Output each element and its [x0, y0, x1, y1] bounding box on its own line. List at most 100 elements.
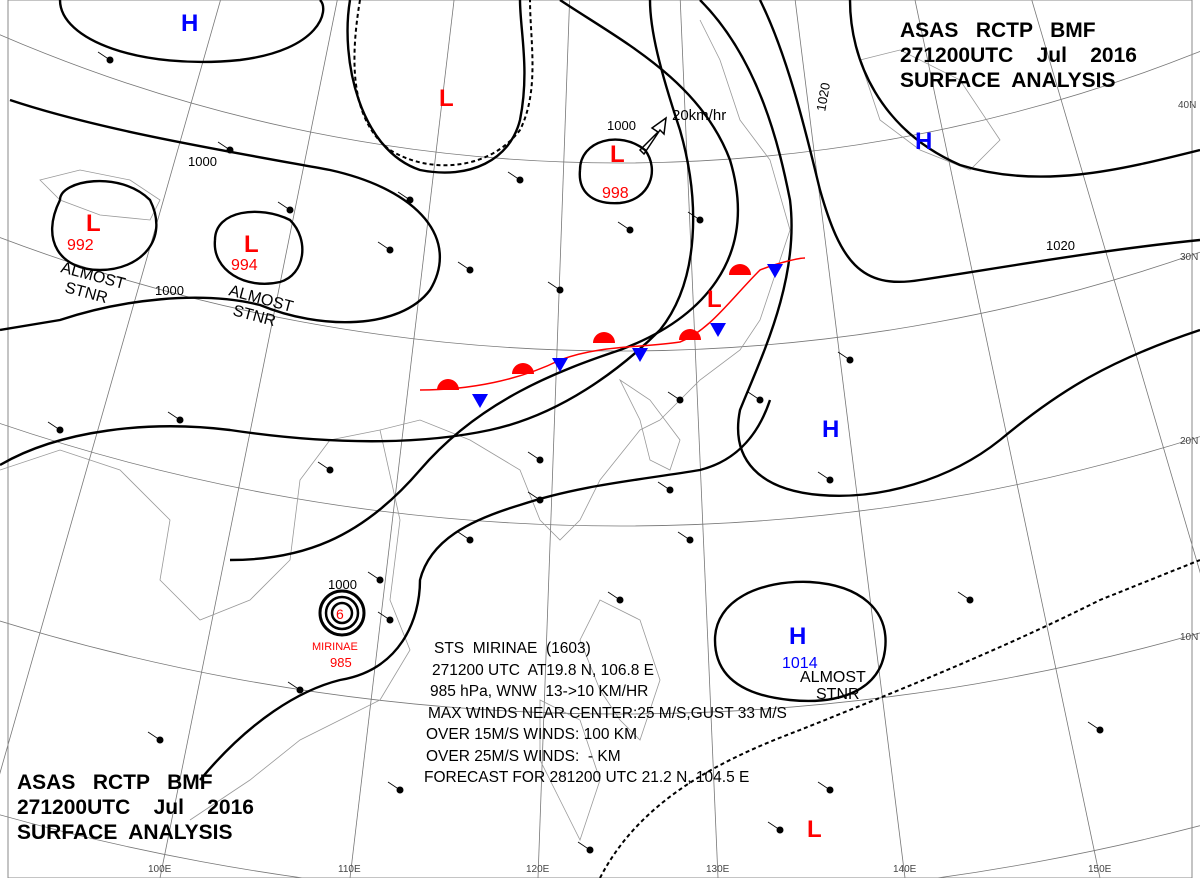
- coastline: [0, 419, 661, 621]
- isobar: [58, 0, 325, 64]
- wind-barb-icon: [767, 821, 781, 831]
- header-top-right: ASAS RCTP BMF 271200UTC Jul 2016 SURFACE A…: [900, 18, 1137, 93]
- isobar: [848, 0, 1200, 178]
- isobar-label: 1000: [155, 283, 184, 298]
- longitude-line: [537, 0, 571, 878]
- coastline: [189, 429, 411, 821]
- wind-barb-icon: [817, 471, 831, 481]
- warm-front-symbol: [679, 329, 701, 340]
- latitude-label: 20N: [1180, 436, 1198, 447]
- bulletin-line: MAX WINDS NEAR CENTER:25 M/S,GUST 33 M/S: [428, 704, 787, 722]
- wind-barb-icon: [667, 391, 681, 401]
- center-pressure-value: 1014: [782, 655, 818, 672]
- isobar-label: 1020: [813, 81, 833, 112]
- bulletin-line: 271200 UTC AT19.8 N, 106.8 E: [432, 661, 655, 679]
- bulletin-line: STS MIRINAE (1603): [434, 640, 591, 657]
- isobar-label: 1000: [607, 118, 636, 133]
- warm-front-symbol: [512, 363, 534, 374]
- wind-barb-icon: [287, 681, 301, 691]
- typhoon-name: MIRINAE: [312, 641, 358, 653]
- typhoon-isobar: [330, 601, 354, 625]
- longitude-line: [0, 0, 221, 775]
- wind-barb-icon: [527, 491, 541, 501]
- bulletin-line: OVER 25M/S WINDS: - KM: [426, 747, 621, 765]
- isobar-label: 1020: [1046, 238, 1075, 253]
- wind-barb-icon: [617, 221, 631, 231]
- low-pressure-center: L: [707, 286, 722, 313]
- wind-barb-icon: [147, 731, 161, 741]
- wind-barb-icon: [457, 531, 471, 541]
- wind-barb-icon: [217, 141, 231, 151]
- typhoon-isobar: [318, 589, 366, 637]
- high-pressure-center: H: [822, 416, 839, 443]
- center-pressure-value: 994: [231, 257, 258, 274]
- wind-barb-icon: [317, 461, 331, 471]
- wind-barb-icon: [547, 281, 561, 291]
- map-border: [7, 0, 1193, 878]
- isobar: [199, 399, 772, 781]
- isobar: [0, 0, 695, 467]
- coastline: [539, 699, 601, 842]
- wind-barb-icon: [167, 411, 181, 421]
- header-line: ASAS RCTP BMF: [900, 19, 1096, 42]
- low-pressure-center: L: [439, 85, 454, 112]
- bulletin-line: 985 hPa, WNW 13->10 KM/HR: [430, 683, 649, 700]
- isobar-label: 1000: [188, 154, 217, 169]
- movement-note: ALMOST: [800, 669, 866, 686]
- dashed-isobar: [599, 559, 1200, 878]
- high-pressure-center: H: [789, 623, 806, 650]
- bulletin-line: OVER 15M/S WINDS: 100 KM: [426, 726, 638, 743]
- center-pressure-value: 992: [67, 237, 94, 254]
- typhoon-isobar-label: 1000: [328, 577, 357, 592]
- latitude-label: 40N: [1178, 100, 1196, 111]
- longitude-line: [914, 0, 1101, 878]
- low-pressure-center: L: [807, 816, 822, 843]
- longitude-label: 130E: [706, 864, 730, 875]
- header-line: SURFACE ANALYSIS: [17, 821, 233, 844]
- wind-barb-icon: [387, 781, 401, 791]
- wind-barb-icon: [957, 591, 971, 601]
- typhoon-pressure: 985: [330, 655, 352, 670]
- isobar: [346, 0, 526, 174]
- header-line: 271200UTC Jul 2016: [17, 796, 254, 819]
- isobar: [229, 0, 740, 562]
- typhoon-isobar: [324, 595, 360, 631]
- longitude-label: 140E: [893, 864, 917, 875]
- longitude-line: [679, 0, 719, 878]
- header-line: SURFACE ANALYSIS: [900, 69, 1116, 92]
- header-line: 271200UTC Jul 2016: [900, 44, 1137, 67]
- wind-barb-icon: [817, 781, 831, 791]
- wind-barb-icon: [577, 841, 591, 851]
- motion-speed-label: 20km/hr: [672, 107, 726, 124]
- longitude-line: [794, 0, 906, 878]
- wind-barb-icon: [527, 451, 541, 461]
- warm-front-symbol: [593, 332, 615, 343]
- wind-barb-icon: [507, 171, 521, 181]
- wind-barb-icon: [677, 531, 691, 541]
- typhoon-symbol: 6: [336, 606, 344, 622]
- bulletin-line: FORECAST FOR 281200 UTC 21.2 N, 104.5 E: [424, 769, 750, 786]
- dashed-isobar: [353, 0, 534, 167]
- isobar: [699, 0, 1200, 497]
- longitude-line: [1031, 0, 1200, 574]
- coastline: [579, 599, 661, 741]
- isobar: [578, 138, 654, 205]
- motion-arrow-icon: [638, 116, 667, 156]
- stationary-front: [419, 257, 806, 391]
- wind-barb-icon: [277, 201, 291, 211]
- warm-front-symbol: [437, 379, 459, 390]
- isobar: [50, 179, 158, 272]
- wind-barb-icon: [687, 211, 701, 221]
- cold-front-symbol: [472, 394, 488, 408]
- longitude-label: 120E: [526, 864, 550, 875]
- wind-barb-icon: [377, 611, 391, 621]
- wind-barb-icon: [747, 391, 761, 401]
- wind-barb-icon: [367, 571, 381, 581]
- latitude-label: 30N: [1180, 252, 1198, 263]
- isobar: [713, 580, 887, 703]
- high-pressure-center: H: [181, 10, 198, 37]
- wind-barb-icon: [837, 351, 851, 361]
- coastline: [659, 19, 791, 421]
